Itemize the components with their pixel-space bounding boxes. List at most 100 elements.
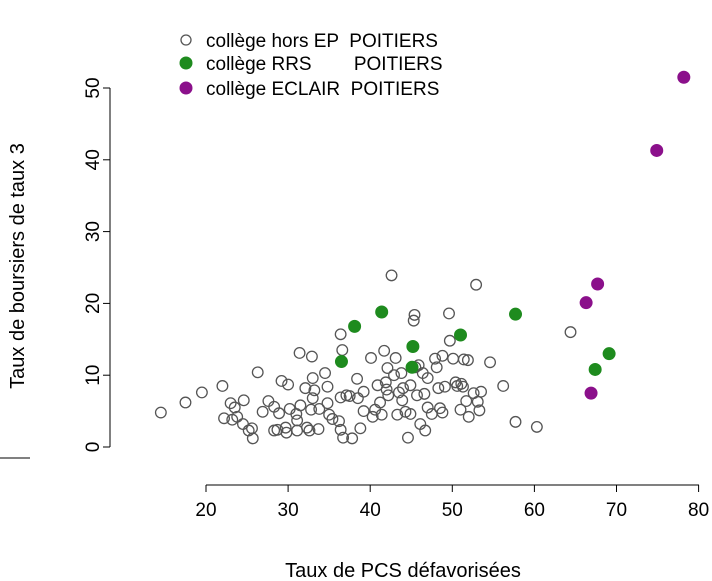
data-point [473, 404, 486, 417]
data-point [509, 307, 523, 321]
y-tick-label: 0 [83, 442, 104, 453]
data-point [429, 352, 442, 365]
data-point [419, 424, 432, 437]
data-point [312, 423, 325, 436]
data-point [216, 380, 229, 392]
data-point [454, 403, 467, 416]
data-point [275, 374, 288, 387]
data-point [251, 366, 264, 379]
data-point [237, 394, 250, 407]
data-point [354, 422, 367, 435]
data-point [308, 384, 321, 397]
data-point [375, 305, 389, 319]
data-point [389, 352, 402, 364]
data-point [321, 380, 334, 393]
data-point [246, 422, 258, 435]
y-tick-label: 40 [83, 149, 104, 170]
data-points [154, 70, 691, 445]
data-point [293, 346, 306, 359]
x-tick-label: 40 [360, 500, 381, 521]
x-tick-label: 80 [688, 500, 709, 521]
data-point [313, 402, 326, 415]
data-point [391, 408, 404, 421]
series-2 [334, 305, 616, 376]
data-point [224, 397, 237, 410]
data-point [407, 314, 420, 327]
data-point [379, 376, 392, 389]
data-point [291, 424, 304, 437]
data-point [378, 344, 391, 357]
data-point [273, 407, 286, 420]
data-point [231, 410, 244, 423]
data-point [421, 401, 434, 414]
data-point [334, 328, 347, 341]
data-point [443, 334, 456, 347]
data-point [462, 410, 475, 423]
data-point [436, 349, 449, 362]
data-point [218, 412, 231, 425]
data-point [509, 415, 522, 428]
data-point [256, 405, 269, 418]
data-point [306, 372, 319, 385]
data-point [294, 399, 307, 412]
data-point [564, 326, 577, 339]
data-point [262, 395, 275, 407]
data-point [375, 408, 388, 421]
y-tick-label: 20 [83, 293, 104, 314]
data-point [365, 352, 377, 364]
data-point [348, 319, 362, 333]
data-point [337, 431, 350, 444]
data-point [460, 395, 473, 407]
data-point [179, 396, 192, 409]
data-point [334, 423, 347, 436]
data-point [343, 390, 356, 402]
y-axis: 0 10 20 30 40 50 [83, 77, 111, 453]
data-point [154, 406, 167, 419]
data-point [303, 424, 316, 437]
data-point [430, 361, 443, 374]
data-point [397, 382, 409, 395]
data-point [457, 380, 469, 393]
x-tick-label: 70 [606, 500, 627, 521]
legend-label: collège RRS POITIERS [206, 54, 443, 75]
data-point [457, 353, 470, 366]
series-3 [579, 70, 691, 400]
data-point [408, 308, 421, 321]
data-point [291, 414, 304, 427]
data-point [650, 143, 664, 157]
data-point [438, 380, 451, 393]
data-point [579, 296, 593, 310]
data-point [380, 383, 393, 396]
data-point [357, 405, 370, 418]
data-point [319, 367, 331, 379]
data-point [406, 339, 420, 353]
data-point [497, 380, 510, 392]
data-point [602, 347, 616, 361]
series-1 [154, 269, 577, 445]
data-point [405, 360, 419, 374]
data-point [591, 277, 605, 291]
legend-marker [179, 81, 193, 95]
data-point [381, 362, 394, 374]
data-point [374, 396, 387, 409]
data-point [395, 367, 408, 379]
y-tick-label: 30 [83, 221, 104, 242]
x-tick-label: 50 [442, 500, 463, 521]
data-point [402, 431, 414, 444]
data-point [530, 420, 543, 433]
data-point [306, 392, 319, 405]
y-tick-label: 50 [83, 77, 104, 98]
data-point [385, 269, 398, 282]
x-tick-label: 20 [195, 500, 216, 521]
legend-marker [179, 56, 193, 70]
data-point [404, 379, 417, 392]
data-point [282, 378, 295, 391]
data-point [418, 387, 431, 400]
data-point [351, 372, 364, 385]
data-point [411, 389, 423, 402]
data-point [455, 377, 468, 390]
data-point [588, 362, 602, 376]
data-point [454, 328, 468, 342]
data-point [677, 70, 691, 84]
